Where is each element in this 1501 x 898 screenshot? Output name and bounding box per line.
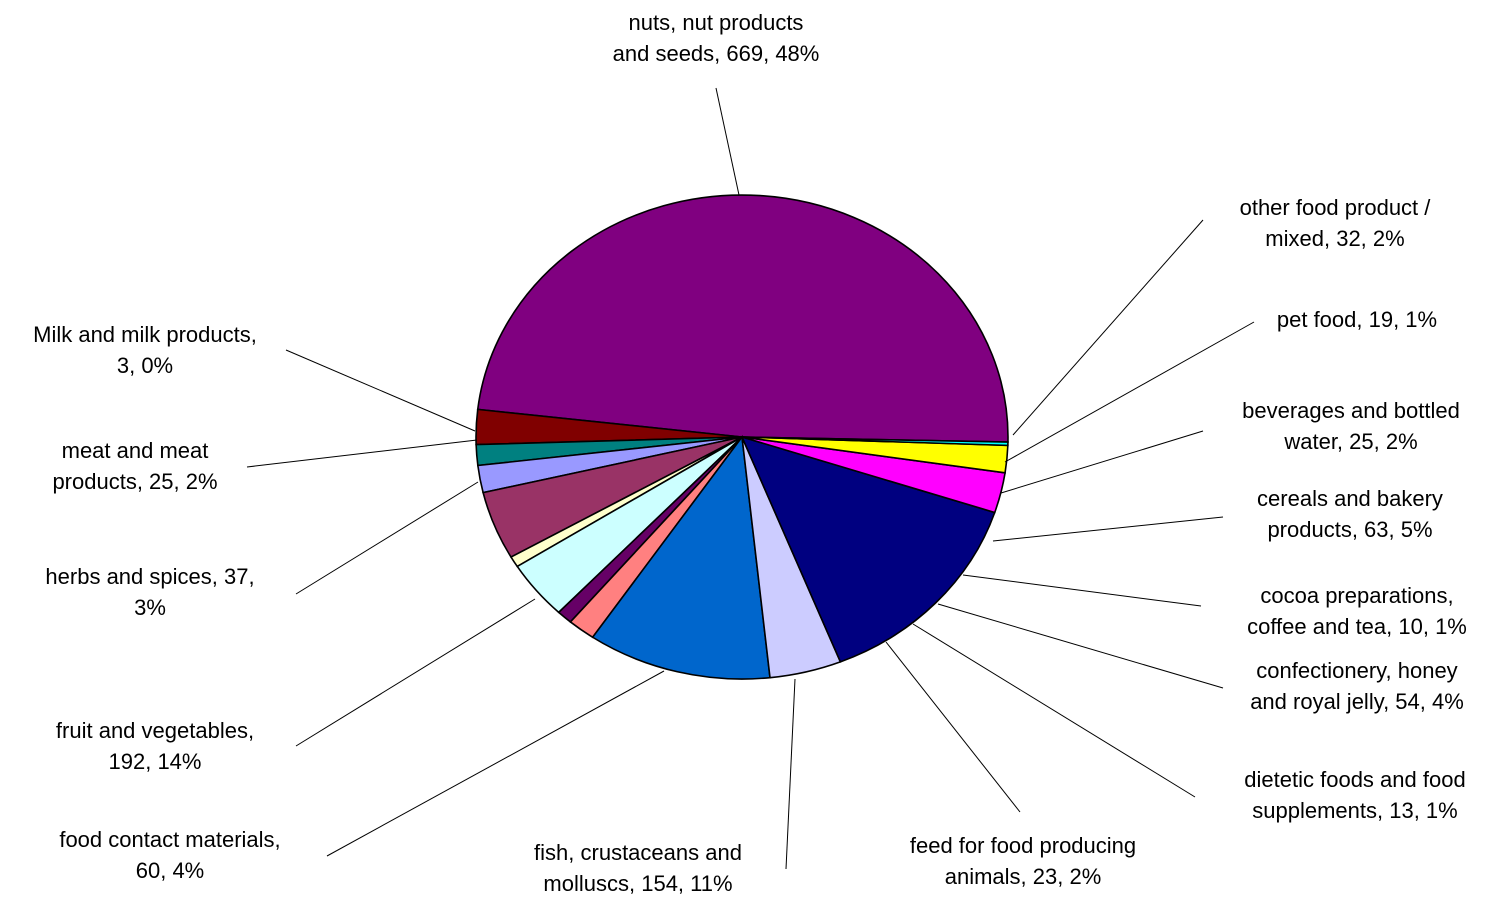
slice-label-6-line-1: and royal jelly, 54, 4% (1250, 689, 1464, 714)
slice-label-9-line-1: molluscs, 154, 11% (543, 871, 732, 896)
slice-label-5: cocoa preparations, coffee and tea, 10, 1… (1247, 583, 1467, 639)
leader-line-12 (295, 481, 479, 595)
slice-label-12: herbs and spices, 37, 3% (45, 564, 254, 620)
slice-label-0-line-0: nuts, nut products (629, 10, 804, 35)
slice-label-1-line-0: other food product / (1240, 195, 1432, 220)
leader-line-13 (246, 439, 478, 468)
pie-slice-9 (591, 434, 771, 680)
leader-line-9 (785, 678, 796, 870)
slice-label-9: fish, crustaceans and molluscs, 154, 11% (534, 840, 742, 896)
slice-label-10: food contact materials, 60, 4% (59, 827, 280, 883)
slice-label-3: beverages and bottled water, 25, 2% (1242, 398, 1460, 454)
slice-label-3-line-0: beverages and bottled (1242, 398, 1460, 423)
slice-label-8: feed for food producing animals, 23, 2% (910, 833, 1136, 889)
slice-label-2-line-0: pet food, 19, 1% (1277, 307, 1437, 332)
pie-slice-14 (741, 436, 1009, 447)
slice-label-14-line-0: Milk and milk products, (33, 322, 257, 347)
slice-label-4-line-0: cereals and bakery (1257, 486, 1443, 511)
pie-slice-11 (740, 435, 996, 663)
leader-lines (246, 87, 1255, 870)
slice-label-10-line-0: food contact materials, (59, 827, 280, 852)
leader-line-7 (912, 623, 1196, 798)
leader-line-5 (962, 574, 1202, 607)
leader-line-3 (1000, 430, 1204, 494)
slice-label-0-line-1: and seeds, 669, 48% (613, 41, 820, 66)
leader-line-6 (937, 603, 1224, 689)
slice-label-4-line-1: products, 63, 5% (1267, 517, 1432, 542)
slice-label-11-line-1: 192, 14% (109, 749, 202, 774)
leader-line-1 (1012, 219, 1204, 436)
leader-line-0 (715, 87, 740, 196)
leader-line-2 (1004, 321, 1255, 463)
slice-label-14-line-1: 3, 0% (117, 353, 173, 378)
slice-label-0: nuts, nut products and seeds, 669, 48% (613, 10, 820, 66)
slice-label-13-line-0: meat and meat (62, 438, 209, 463)
leader-line-14 (285, 349, 476, 432)
leader-line-11 (295, 598, 536, 747)
slice-label-8-line-1: animals, 23, 2% (945, 864, 1102, 889)
slice-labels: nuts, nut products and seeds, 669, 48% oth… (33, 10, 1467, 896)
slice-label-10-line-1: 60, 4% (136, 858, 205, 883)
slice-label-2: pet food, 19, 1% (1277, 307, 1437, 332)
slice-label-1-line-1: mixed, 32, 2% (1265, 226, 1404, 251)
leader-line-4 (992, 516, 1224, 542)
pie-slices (475, 194, 1009, 680)
slice-label-7: dietetic foods and food supplements, 13, … (1244, 767, 1465, 823)
slice-label-13: meat and meat products, 25, 2% (52, 438, 217, 494)
slice-label-14: Milk and milk products, 3, 0% (33, 322, 257, 378)
slice-label-7-line-1: supplements, 13, 1% (1252, 798, 1457, 823)
slice-label-11: fruit and vegetables, 192, 14% (56, 718, 254, 774)
slice-label-9-line-0: fish, crustaceans and (534, 840, 742, 865)
slice-label-12-line-0: herbs and spices, 37, (45, 564, 254, 589)
slice-label-6-line-0: confectionery, honey (1256, 658, 1457, 683)
slice-label-4: cereals and bakery products, 63, 5% (1257, 486, 1443, 542)
slice-label-12-line-1: 3% (134, 595, 166, 620)
slice-label-1: other food product / mixed, 32, 2% (1240, 195, 1432, 251)
leader-line-10 (326, 670, 665, 857)
pie-slice-0 (476, 194, 1009, 443)
slice-label-5-line-0: cocoa preparations, (1260, 583, 1453, 608)
slice-label-5-line-1: coffee and tea, 10, 1% (1247, 614, 1467, 639)
slice-label-7-line-0: dietetic foods and food (1244, 767, 1465, 792)
slice-label-6: confectionery, honey and royal jelly, 54,… (1250, 658, 1464, 714)
slice-label-8-line-0: feed for food producing (910, 833, 1136, 858)
slice-label-13-line-1: products, 25, 2% (52, 469, 217, 494)
slice-label-3-line-1: water, 25, 2% (1283, 429, 1417, 454)
leader-line-8 (885, 641, 1021, 813)
slice-label-11-line-0: fruit and vegetables, (56, 718, 254, 743)
